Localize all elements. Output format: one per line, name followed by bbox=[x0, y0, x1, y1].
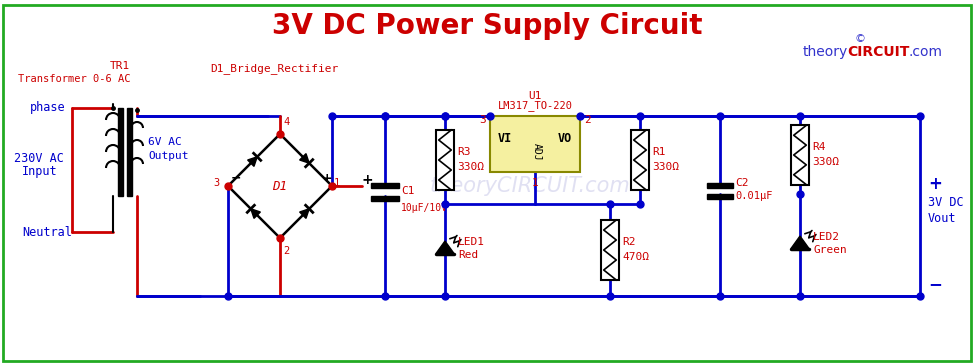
Text: theoryCIRCUIT.com: theoryCIRCUIT.com bbox=[430, 176, 631, 196]
Text: 0.01μF: 0.01μF bbox=[735, 191, 772, 201]
Polygon shape bbox=[251, 209, 260, 218]
Bar bbox=[791, 125, 809, 185]
Text: LED2: LED2 bbox=[813, 232, 840, 242]
Bar bbox=[118, 108, 123, 196]
Text: CIRCUIT: CIRCUIT bbox=[847, 45, 910, 59]
Text: +: + bbox=[322, 171, 332, 185]
Text: .com: .com bbox=[908, 45, 942, 59]
Text: TR1: TR1 bbox=[110, 61, 130, 71]
Text: Input: Input bbox=[22, 166, 58, 178]
Text: C2: C2 bbox=[735, 178, 749, 188]
Bar bbox=[127, 108, 132, 196]
Text: 3: 3 bbox=[480, 115, 486, 125]
Text: 470Ω: 470Ω bbox=[622, 252, 649, 262]
Text: ©: © bbox=[854, 34, 866, 44]
Text: 3: 3 bbox=[214, 178, 220, 188]
Text: D1_Bridge_Rectifier: D1_Bridge_Rectifier bbox=[210, 64, 338, 75]
Text: 330Ω: 330Ω bbox=[457, 162, 484, 172]
Bar bbox=[707, 194, 733, 199]
Bar bbox=[490, 116, 580, 172]
Text: VI: VI bbox=[498, 132, 512, 146]
Text: LED1: LED1 bbox=[458, 237, 485, 247]
Text: phase: phase bbox=[30, 102, 65, 115]
Text: LM317_TO-220: LM317_TO-220 bbox=[497, 100, 572, 111]
Text: 330Ω: 330Ω bbox=[812, 157, 839, 167]
Text: ADJ: ADJ bbox=[532, 143, 542, 161]
Polygon shape bbox=[299, 209, 309, 218]
Bar bbox=[371, 196, 399, 201]
Text: +: + bbox=[361, 173, 372, 187]
Polygon shape bbox=[436, 241, 454, 253]
Text: R1: R1 bbox=[652, 147, 666, 157]
Bar bbox=[631, 130, 649, 190]
Polygon shape bbox=[299, 154, 309, 163]
Text: +: + bbox=[928, 175, 942, 193]
Text: 2: 2 bbox=[584, 115, 591, 125]
Text: R4: R4 bbox=[812, 142, 826, 152]
Text: Output: Output bbox=[148, 151, 188, 161]
Text: Neutral: Neutral bbox=[22, 226, 72, 238]
Text: R3: R3 bbox=[457, 147, 471, 157]
Text: 330Ω: 330Ω bbox=[652, 162, 679, 172]
Bar bbox=[601, 220, 619, 280]
Bar bbox=[436, 130, 454, 190]
Text: Vout: Vout bbox=[928, 211, 956, 225]
Text: theory: theory bbox=[803, 45, 848, 59]
Text: Green: Green bbox=[813, 245, 846, 255]
Text: C1: C1 bbox=[401, 186, 414, 196]
Text: Red: Red bbox=[458, 250, 479, 260]
Text: −: − bbox=[928, 275, 942, 293]
Text: 4: 4 bbox=[283, 117, 290, 127]
Polygon shape bbox=[248, 157, 257, 166]
Text: R2: R2 bbox=[622, 237, 636, 247]
Text: 2: 2 bbox=[283, 246, 290, 256]
Text: 230V AC: 230V AC bbox=[14, 153, 64, 166]
Bar bbox=[371, 183, 399, 188]
Text: −: − bbox=[231, 171, 242, 185]
Text: D1: D1 bbox=[272, 179, 288, 193]
Text: 10μF/10V: 10μF/10V bbox=[401, 203, 448, 213]
Text: 6V AC: 6V AC bbox=[148, 137, 181, 147]
Text: VO: VO bbox=[558, 132, 572, 146]
Bar bbox=[707, 183, 733, 188]
Text: 1: 1 bbox=[334, 178, 340, 188]
Text: 1: 1 bbox=[531, 178, 538, 188]
Text: 3V DC: 3V DC bbox=[928, 195, 963, 209]
Text: 3V DC Power Supply Circuit: 3V DC Power Supply Circuit bbox=[272, 12, 702, 40]
Polygon shape bbox=[791, 236, 809, 249]
Text: Transformer 0-6 AC: Transformer 0-6 AC bbox=[18, 74, 131, 84]
Text: U1: U1 bbox=[528, 91, 542, 101]
